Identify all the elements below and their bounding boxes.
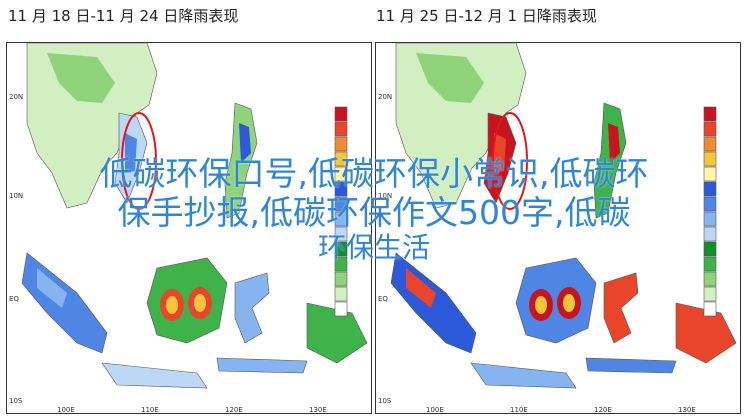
lon-label: 100E	[57, 406, 75, 414]
legend-swatch	[334, 301, 348, 317]
legend-swatch	[334, 286, 348, 302]
rainfall-map-right: 20N 10N EQ 10S 100E 110E 120E 130E	[375, 42, 741, 414]
legend-swatch	[703, 301, 717, 317]
legend-swatch	[334, 256, 348, 272]
lon-label: 130E	[309, 406, 327, 414]
lon-label: 120E	[225, 406, 243, 414]
lon-label: 100E	[426, 406, 444, 414]
lon-label: 110E	[510, 406, 528, 414]
land-masses	[390, 43, 737, 389]
legend-colorbar	[703, 106, 717, 317]
highlight-ellipse	[492, 112, 528, 210]
legend-swatch	[703, 256, 717, 272]
legend-swatch	[703, 121, 717, 137]
legend-swatch	[703, 136, 717, 152]
legend-swatch	[334, 211, 348, 227]
lon-label: 120E	[594, 406, 612, 414]
legend-swatch	[334, 136, 348, 152]
highlight-ellipse	[121, 112, 157, 210]
lat-label: EQ	[9, 295, 19, 303]
legend-swatch	[334, 181, 348, 197]
lat-label: 10N	[9, 192, 23, 200]
map-svg-right: 20N 10N EQ 10S 100E 110E 120E 130E	[378, 43, 737, 414]
legend-swatch	[703, 241, 717, 257]
lat-label: 10N	[378, 192, 392, 200]
legend-swatch	[703, 181, 717, 197]
legend-swatch	[334, 166, 348, 182]
lat-label: 20N	[9, 93, 23, 101]
map-svg-left: 20N 10N EQ 10S 100E 110E 120E 130E	[9, 43, 368, 414]
legend-swatch	[334, 121, 348, 137]
lat-label: 10S	[9, 397, 23, 405]
legend-swatch	[334, 241, 348, 257]
legend-swatch	[703, 166, 717, 182]
lon-label: 110E	[141, 406, 159, 414]
rainfall-map-left: 20N 10N EQ 10S 100E 110E 120E 130E	[6, 42, 372, 414]
legend-swatch	[334, 226, 348, 242]
legend-colorbar	[334, 106, 348, 317]
lat-label: EQ	[378, 295, 388, 303]
lat-label: 10S	[378, 397, 392, 405]
lat-label: 20N	[378, 93, 392, 101]
land-masses	[21, 43, 368, 389]
legend-swatch	[703, 106, 717, 122]
legend-swatch	[703, 151, 717, 167]
legend-swatch	[334, 106, 348, 122]
legend-swatch	[703, 286, 717, 302]
panel-left-title: 11 月 18 日-11 月 24 日降雨表现	[8, 7, 239, 25]
lon-label: 130E	[678, 406, 696, 414]
legend-swatch	[703, 196, 717, 212]
legend-swatch	[334, 196, 348, 212]
panel-right-title: 11 月 25 日-12 月 1 日降雨表现	[376, 7, 597, 25]
legend-swatch	[703, 226, 717, 242]
legend-swatch	[334, 271, 348, 287]
legend-swatch	[334, 151, 348, 167]
legend-swatch	[703, 271, 717, 287]
legend-swatch	[703, 211, 717, 227]
